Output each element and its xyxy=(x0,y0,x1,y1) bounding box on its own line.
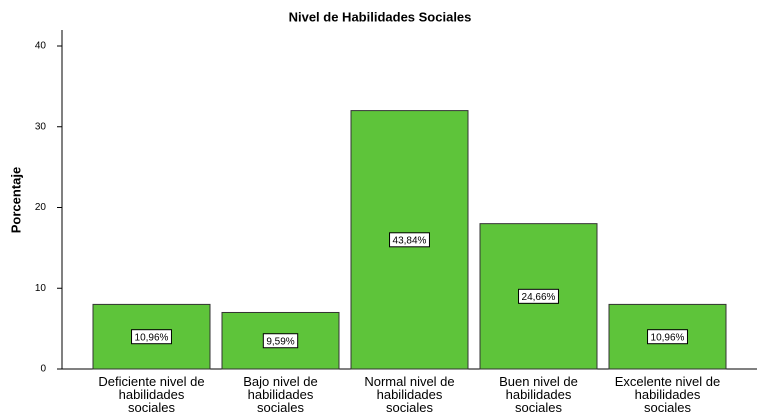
bar-label: 10,96% xyxy=(651,332,685,343)
bar-label-box xyxy=(131,329,172,345)
bar-label: 9,59% xyxy=(266,336,294,347)
x-tick-label: Buen nivel de habilidades sociales xyxy=(499,374,578,415)
bar-label-box xyxy=(262,333,299,349)
y-axis-label: Porcentaje xyxy=(8,167,23,233)
chart-title: Nivel de Habilidades Sociales xyxy=(289,9,472,24)
x-tick-label: Deficiente nivel de habilidades sociales xyxy=(98,374,204,415)
bar-label: 10,96% xyxy=(135,332,169,343)
bar-label: 24,66% xyxy=(522,292,556,303)
y-tick-label: 40 xyxy=(35,41,47,52)
bar-label-box xyxy=(389,232,430,248)
x-tick-label: Bajo nivel de habilidades sociales xyxy=(243,374,317,415)
y-tick-label: 20 xyxy=(35,202,47,213)
bar-label-box xyxy=(647,329,688,345)
y-tick-label: 0 xyxy=(40,364,46,375)
x-tick-label: Normal nivel de habilidades sociales xyxy=(364,374,454,415)
y-tick-label: 10 xyxy=(35,283,47,294)
y-tick-label: 30 xyxy=(35,121,47,132)
bar-label-box xyxy=(518,288,559,304)
bar-label: 43,84% xyxy=(393,235,427,246)
x-tick-label: Excelente nivel de habilidades sociales xyxy=(615,374,721,415)
